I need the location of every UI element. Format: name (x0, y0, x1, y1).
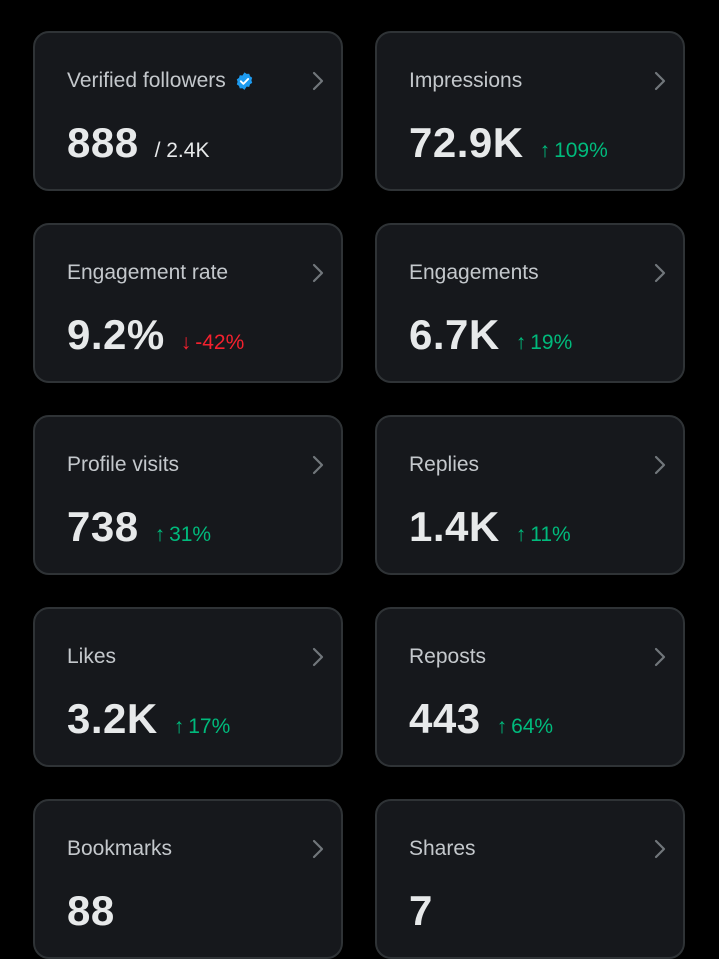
chevron-right-icon (654, 263, 666, 283)
card-title: Bookmarks (67, 837, 173, 860)
change-value: 19% (530, 331, 573, 354)
arrow-up-icon: ↑ (173, 715, 185, 738)
card-value: 6.7K (409, 311, 500, 358)
chevron-right-icon (312, 839, 324, 859)
value-row: 3.2K ↑ 17% (67, 695, 230, 743)
card-replies[interactable]: Replies 1.4K ↑ 11% (375, 415, 685, 575)
card-value: 9.2% (67, 311, 165, 358)
analytics-grid: Verified followers 888 / 2.4K Impression… (33, 31, 685, 959)
card-profile-visits[interactable]: Profile visits 738 ↑ 31% (33, 415, 343, 575)
card-title: Impressions (409, 69, 523, 92)
card-engagement-rate[interactable]: Engagement rate 9.2% ↓ -42% (33, 223, 343, 383)
card-title: Replies (409, 453, 480, 476)
change-indicator: ↑ 109% (540, 139, 608, 163)
change-value: 31% (169, 523, 212, 546)
chevron-right-icon (654, 71, 666, 91)
change-indicator: ↑ 19% (516, 331, 573, 355)
card-shares[interactable]: Shares 7 (375, 799, 685, 959)
card-title: Shares (409, 837, 476, 860)
change-indicator: ↑ 11% (516, 523, 571, 547)
value-row: 72.9K ↑ 109% (409, 119, 608, 167)
change-indicator: ↑ 64% (497, 715, 554, 739)
card-title: Profile visits (67, 453, 180, 476)
card-value: 1.4K (409, 503, 500, 550)
change-value: 17% (188, 715, 231, 738)
card-title: Verified followers (67, 69, 226, 92)
card-value: 7 (409, 887, 433, 934)
value-row: 888 / 2.4K (67, 119, 209, 167)
chevron-right-icon (312, 263, 324, 283)
arrow-up-icon: ↑ (154, 523, 166, 546)
value-row: 7 (409, 887, 433, 935)
card-likes[interactable]: Likes 3.2K ↑ 17% (33, 607, 343, 767)
arrow-up-icon: ↑ (515, 331, 527, 354)
card-total: / 2.4K (154, 139, 210, 162)
card-title-row: Verified followers (67, 69, 255, 93)
value-row: 88 (67, 887, 115, 935)
card-title-row: Replies (409, 453, 479, 477)
arrow-up-icon: ↑ (496, 715, 508, 738)
chevron-right-icon (312, 455, 324, 475)
card-title-row: Engagement rate (67, 261, 228, 285)
value-row: 6.7K ↑ 19% (409, 311, 572, 359)
change-value: 64% (511, 715, 554, 738)
card-title-row: Reposts (409, 645, 486, 669)
chevron-right-icon (654, 647, 666, 667)
card-value: 443 (409, 695, 481, 742)
arrow-down-icon: ↓ (180, 331, 192, 354)
change-indicator: ↑ 17% (174, 715, 231, 739)
card-title: Engagement rate (67, 261, 229, 284)
verified-badge-icon (236, 71, 252, 90)
card-title: Reposts (409, 645, 487, 668)
card-value: 888 (67, 119, 139, 166)
card-title-row: Engagements (409, 261, 539, 285)
card-title: Engagements (409, 261, 539, 284)
card-title-row: Profile visits (67, 453, 179, 477)
change-value: 109% (554, 139, 608, 162)
chevron-right-icon (654, 839, 666, 859)
card-impressions[interactable]: Impressions 72.9K ↑ 109% (375, 31, 685, 191)
change-value: -42% (195, 331, 245, 354)
card-title-row: Shares (409, 837, 476, 861)
chevron-right-icon (312, 71, 324, 91)
card-value: 3.2K (67, 695, 158, 742)
card-value: 72.9K (409, 119, 524, 166)
value-row: 9.2% ↓ -42% (67, 311, 244, 359)
card-title-row: Likes (67, 645, 116, 669)
change-value: 11% (530, 523, 571, 546)
card-value: 88 (67, 887, 115, 934)
value-row: 738 ↑ 31% (67, 503, 211, 551)
card-reposts[interactable]: Reposts 443 ↑ 64% (375, 607, 685, 767)
card-title-row: Impressions (409, 69, 522, 93)
card-engagements[interactable]: Engagements 6.7K ↑ 19% (375, 223, 685, 383)
card-bookmarks[interactable]: Bookmarks 88 (33, 799, 343, 959)
arrow-up-icon: ↑ (515, 523, 527, 546)
card-verified-followers[interactable]: Verified followers 888 / 2.4K (33, 31, 343, 191)
chevron-right-icon (654, 455, 666, 475)
card-title-row: Bookmarks (67, 837, 172, 861)
value-row: 443 ↑ 64% (409, 695, 553, 743)
card-value: 738 (67, 503, 139, 550)
value-row: 1.4K ↑ 11% (409, 503, 571, 551)
chevron-right-icon (312, 647, 324, 667)
change-indicator: ↓ -42% (181, 331, 245, 355)
change-indicator: ↑ 31% (155, 523, 212, 547)
card-title: Likes (67, 645, 117, 668)
arrow-up-icon: ↑ (539, 139, 551, 162)
